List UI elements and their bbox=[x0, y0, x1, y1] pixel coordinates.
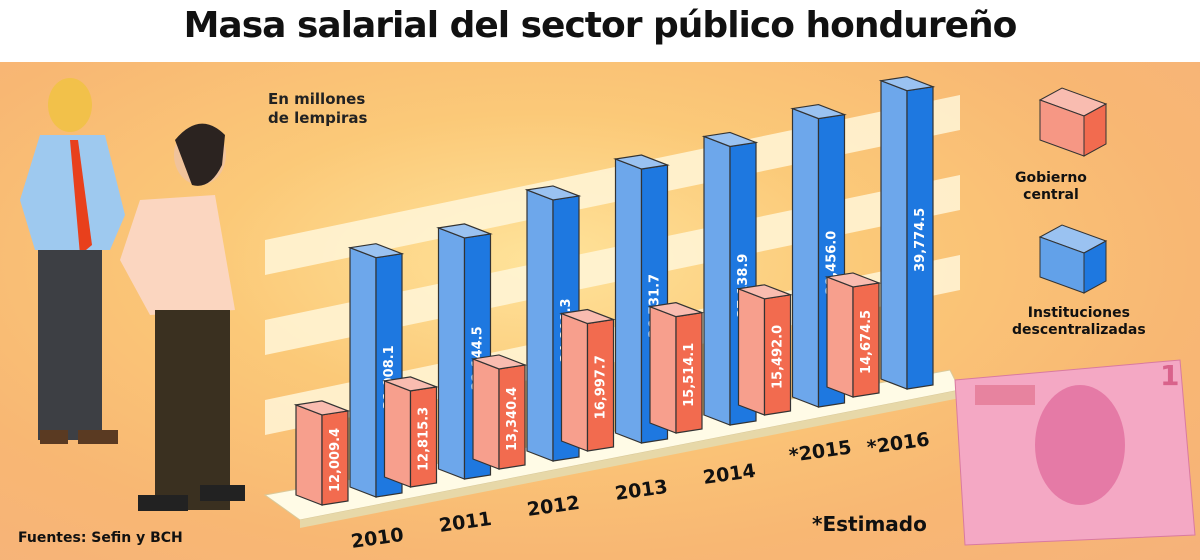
bar-gobierno: 16,997.7 bbox=[559, 308, 616, 452]
x-tick-label: *2016 bbox=[866, 428, 931, 459]
x-tick-label: 2012 bbox=[526, 492, 581, 521]
bar-gobierno: 12,815.3 bbox=[382, 376, 439, 488]
legend-label-instituciones: Instituciones descentralizadas bbox=[1012, 305, 1146, 339]
bar-gobierno: 15,514.1 bbox=[647, 302, 705, 434]
bar-value-label: 12,815.3 bbox=[417, 407, 432, 471]
bar-gobierno: 12,009.4 bbox=[293, 400, 351, 506]
unit-label: En millones de lempiras bbox=[268, 90, 367, 128]
x-tick-label: 2013 bbox=[614, 476, 669, 505]
legend-label-gobierno: Gobierno central bbox=[1015, 170, 1087, 204]
unit-label-line: de lempiras bbox=[268, 109, 368, 127]
banknote-illustration: 1 bbox=[954, 359, 1196, 546]
svg-text:1: 1 bbox=[1160, 359, 1179, 392]
bar-value-label: 14,674.5 bbox=[859, 310, 874, 374]
bar-value-label: 39,774.5 bbox=[913, 208, 928, 272]
bar-gobierno: 15,492.0 bbox=[736, 284, 793, 416]
legend-label-line: descentralizadas bbox=[1012, 322, 1146, 338]
bar-value-label: 12,009.4 bbox=[328, 428, 343, 492]
source-note: Fuentes: Sefin y BCH bbox=[18, 530, 183, 546]
bar-value-label: 15,514.1 bbox=[682, 343, 697, 407]
legend bbox=[1038, 87, 1108, 294]
bar-gobierno: 13,340.4 bbox=[470, 354, 528, 470]
chart-title: Masa salarial del sector público hondure… bbox=[183, 5, 1018, 46]
bar-value-label: 13,340.4 bbox=[505, 387, 520, 451]
bar-instituciones: 36,531.7 bbox=[613, 154, 670, 444]
x-tick-label: *2015 bbox=[788, 436, 853, 467]
x-tick-label: 2010 bbox=[350, 524, 405, 553]
legend-swatch bbox=[1038, 87, 1108, 157]
legend-label-line: central bbox=[1023, 187, 1079, 203]
legend-label-line: Instituciones bbox=[1027, 305, 1130, 321]
bar-gobierno: 14,674.5 bbox=[824, 272, 882, 398]
x-tick-label: 2011 bbox=[438, 508, 493, 537]
bar-groups: 31,908.112,009.432,144.512,815.334,809.3… bbox=[293, 76, 936, 506]
bar-value-label: 15,492.0 bbox=[771, 325, 786, 389]
x-tick-label: 2014 bbox=[702, 460, 757, 489]
legend-label-line: Gobierno bbox=[1015, 170, 1087, 186]
bar-instituciones: 39,774.5 bbox=[878, 76, 936, 390]
bar-value-label: 16,997.7 bbox=[594, 355, 609, 419]
unit-label-line: En millones bbox=[268, 90, 366, 108]
footnote: *Estimado bbox=[812, 512, 927, 536]
legend-swatch bbox=[1038, 224, 1108, 294]
people-illustration bbox=[20, 78, 245, 511]
